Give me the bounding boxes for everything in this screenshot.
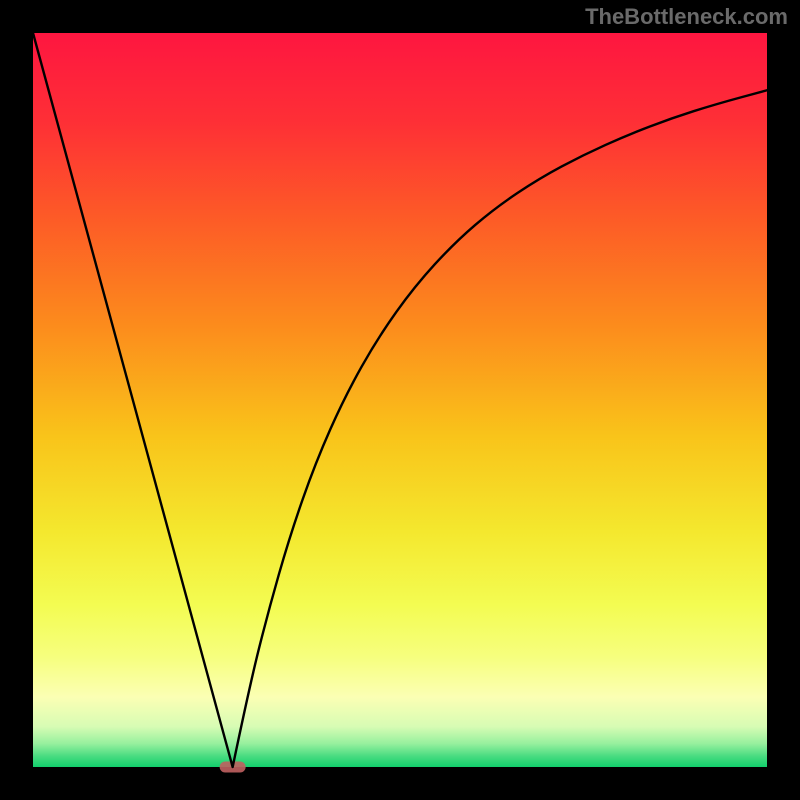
- chart-container: TheBottleneck.com: [0, 0, 800, 800]
- watermark-text: TheBottleneck.com: [585, 4, 788, 30]
- bottleneck-curve-chart: [0, 0, 800, 800]
